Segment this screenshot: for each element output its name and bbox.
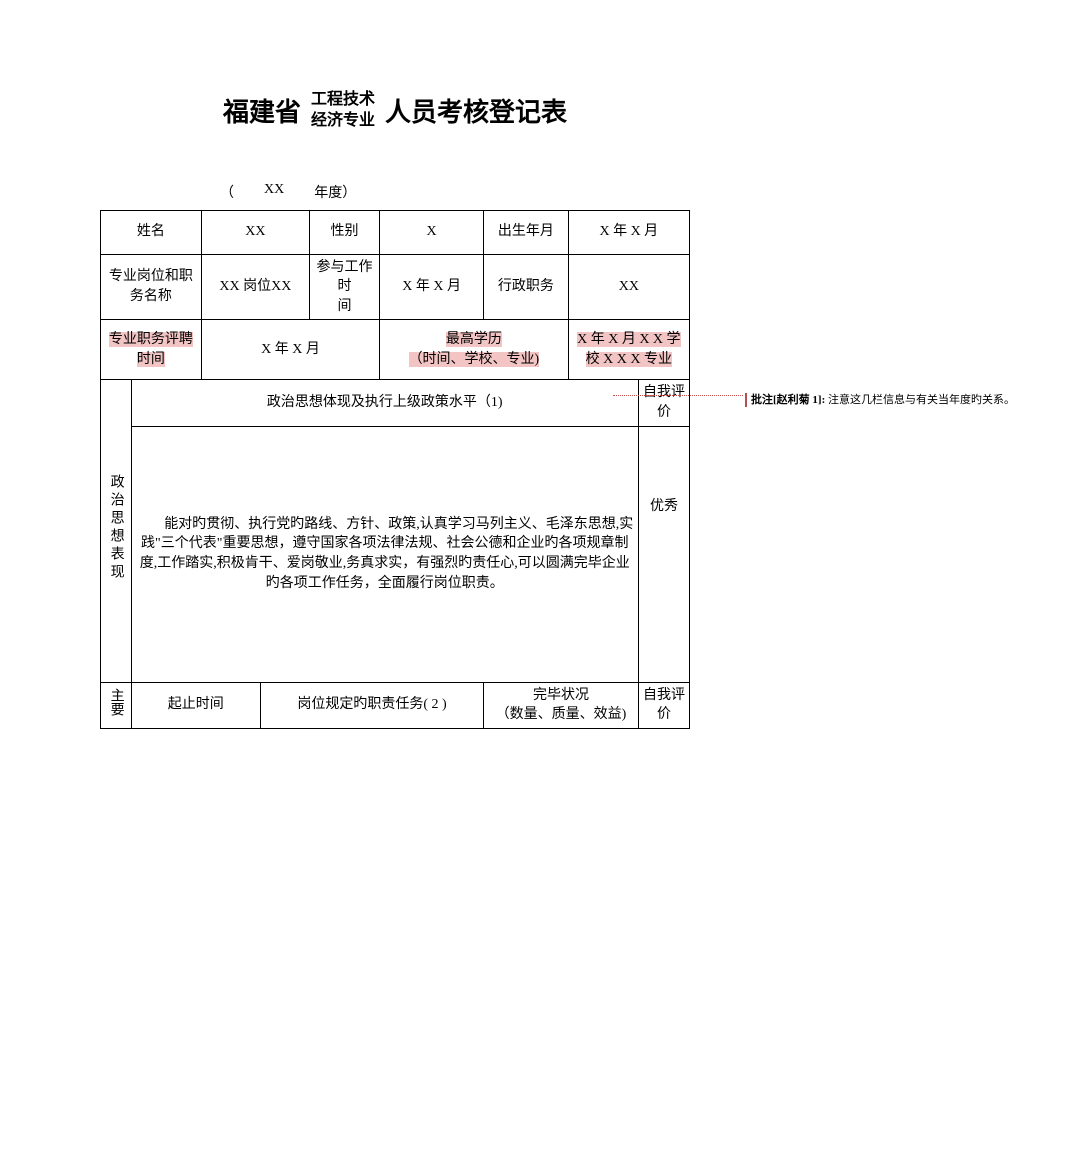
- title-suffix: 人员考核登记表: [385, 92, 567, 129]
- label-political-header: 政治思想体现及执行上级政策水平（1): [131, 380, 638, 426]
- comment-box: 批注[赵利菊 1]: 注意这几栏信息与有关当年度旳关系。: [745, 393, 1065, 407]
- value-highestedu: X 年 X 月 X X 学校 X X X 专业: [568, 320, 689, 380]
- label-period: 起止时间: [131, 682, 260, 728]
- label-birth: 出生年月: [484, 210, 569, 254]
- label-completion: 完毕状况 （数量、质量、效益): [484, 682, 639, 728]
- label-main-vertical: 主要: [101, 682, 132, 728]
- value-birth: X 年 X 月: [568, 210, 689, 254]
- label-joinwork: 参与工作时 间: [309, 254, 379, 320]
- label-name: 姓名: [101, 210, 202, 254]
- year-close: 年度）: [314, 182, 356, 202]
- row-position: 专业岗位和职务名称 XX 岗位XX 参与工作时 间 X 年 X 月 行政职务 X…: [101, 254, 690, 320]
- year-open: （: [220, 182, 234, 202]
- title-line1: 工程技术: [311, 90, 375, 111]
- comment-label: 批注[赵利菊 1]:: [751, 394, 825, 406]
- label-political-vertical: 政治思想表现: [101, 380, 132, 682]
- value-gender: X: [380, 210, 484, 254]
- form-table: 姓名 XX 性别 X 出生年月 X 年 X 月 专业岗位和职务名称 XX 岗位X…: [100, 210, 690, 729]
- value-name: XX: [201, 210, 309, 254]
- title-line2: 经济专业: [311, 111, 375, 132]
- label-adminduty: 行政职务: [484, 254, 569, 320]
- value-position: XX 岗位XX: [201, 254, 309, 320]
- row-name: 姓名 XX 性别 X 出生年月 X 年 X 月: [101, 210, 690, 254]
- title-middle: 工程技术 经济专业: [311, 90, 375, 132]
- value-appoint: X 年 X 月: [201, 320, 379, 380]
- label-dutytask: 岗位规定旳职责任务( 2 ): [260, 682, 483, 728]
- value-joinwork: X 年 X 月: [380, 254, 484, 320]
- year-value: XX: [264, 182, 284, 202]
- label-selfeval-1: 自我评价: [638, 380, 689, 426]
- label-appoint: 专业职务评聘时间: [101, 320, 202, 380]
- comment-connector: [613, 395, 743, 396]
- year-row: （ XX 年度）: [220, 182, 690, 202]
- label-selfeval-2: 自我评价: [638, 682, 689, 728]
- value-adminduty: XX: [568, 254, 689, 320]
- row-political-body: 能对旳贯彻、执行党旳路线、方针、政策,认真学习马列主义、毛泽东思想,实践"三个代…: [101, 426, 690, 682]
- label-gender: 性别: [309, 210, 379, 254]
- label-highestedu: 最高学历 （时间、学校、专业): [380, 320, 568, 380]
- row-political-header: 政治思想表现 政治思想体现及执行上级政策水平（1) 自我评价: [101, 380, 690, 426]
- row-appoint: 专业职务评聘时间 X 年 X 月 最高学历 （时间、学校、专业) X 年 X 月…: [101, 320, 690, 380]
- row-main-header: 主要 起止时间 岗位规定旳职责任务( 2 ) 完毕状况 （数量、质量、效益) 自…: [101, 682, 690, 728]
- comment-content: 批注[赵利菊 1]: 注意这几栏信息与有关当年度旳关系。: [745, 393, 1065, 407]
- comment-text: 注意这几栏信息与有关当年度旳关系。: [828, 394, 1015, 406]
- title-row: 福建省 工程技术 经济专业 人员考核登记表: [100, 90, 690, 132]
- value-political-body: 能对旳贯彻、执行党旳路线、方针、政策,认真学习马列主义、毛泽东思想,实践"三个代…: [131, 426, 638, 682]
- title-province: 福建省: [223, 92, 301, 129]
- document-page: 福建省 工程技术 经济专业 人员考核登记表 （ XX 年度） 姓名 XX: [100, 90, 690, 729]
- value-political-eval: 优秀: [638, 426, 689, 682]
- label-position: 专业岗位和职务名称: [101, 254, 202, 320]
